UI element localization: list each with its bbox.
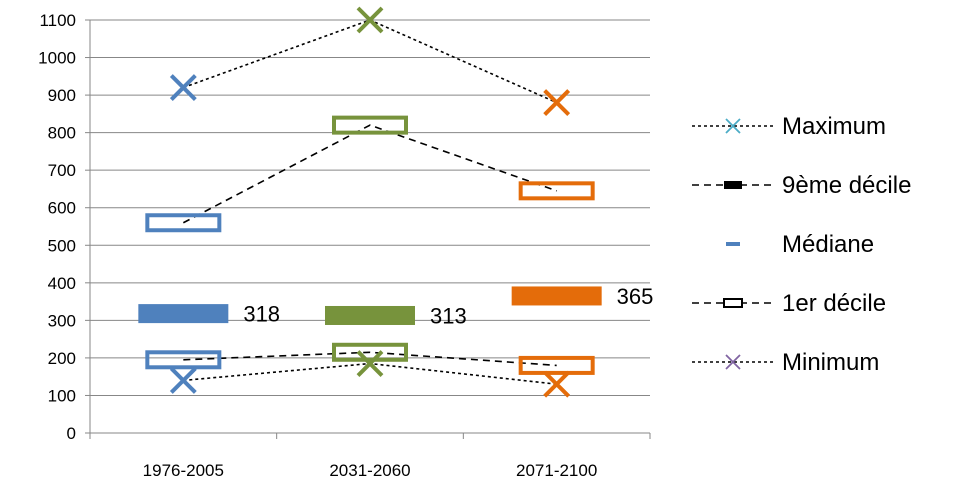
marker-1er-d-cile xyxy=(332,342,408,362)
marker-m-diane xyxy=(511,286,602,306)
y-axis-tick-labels: 0 100 200 300 400 500 600 700 800 900 1000 1100 xyxy=(38,11,76,443)
data-label: 313 xyxy=(430,303,467,328)
x-stroke xyxy=(356,350,384,377)
marker-9-me-d-cile xyxy=(518,181,595,201)
legend-entry: Minimum xyxy=(692,349,879,376)
x-stroke xyxy=(725,354,741,370)
legend-x-icon xyxy=(725,354,741,370)
legend-entry: 9ème décile xyxy=(692,172,911,199)
marker-minimum xyxy=(543,370,571,398)
legend-label: Minimum xyxy=(782,349,879,376)
series-line-1er-d-cile xyxy=(183,351,557,367)
legend-x-icon xyxy=(725,118,741,134)
x-stroke xyxy=(169,367,197,394)
marker-9-me-d-cile xyxy=(332,115,408,135)
marker-maximum xyxy=(356,6,384,34)
marker-minimum xyxy=(169,367,197,394)
data-labels: 318 313 365 xyxy=(243,284,653,329)
y-tick-label: 0 xyxy=(67,424,76,443)
legend-box-icon xyxy=(723,298,743,308)
axes xyxy=(85,19,651,439)
series-line-9-me-d-cile xyxy=(182,124,557,224)
y-tick-label: 100 xyxy=(48,386,76,405)
data-label: 365 xyxy=(617,284,654,309)
y-tick-label: 700 xyxy=(48,161,76,180)
marker-1er-d-cile xyxy=(518,355,595,375)
legend: Maximum 9ème décile Médiane 1er décile Minim… xyxy=(692,113,911,376)
y-tick-label: 900 xyxy=(48,86,76,105)
x-stroke xyxy=(169,74,197,101)
legend-entry: 1er décile xyxy=(692,290,886,317)
y-tick-label: 400 xyxy=(48,274,76,293)
legend-label: Médiane xyxy=(782,231,874,258)
series-line-minimum xyxy=(183,362,557,385)
legend-dash-icon xyxy=(726,242,740,246)
series-lines xyxy=(182,19,557,385)
legend-box-icon xyxy=(724,181,742,189)
x-tick-label: 2071-2100 xyxy=(516,461,597,480)
y-tick-label: 500 xyxy=(48,236,76,255)
y-tick-label: 1000 xyxy=(38,49,76,68)
data-label: 318 xyxy=(243,302,280,327)
series-line-maximum xyxy=(183,19,557,104)
x-tick-label: 2031-2060 xyxy=(329,461,410,480)
marker-1er-d-cile xyxy=(145,350,222,370)
marker-m-diane xyxy=(325,305,415,325)
y-tick-label: 800 xyxy=(48,124,76,143)
legend-entry: Maximum xyxy=(692,113,886,140)
y-tick-label: 200 xyxy=(48,349,76,368)
x-stroke xyxy=(356,6,384,34)
legend-label: 9ème décile xyxy=(782,172,911,199)
marker-9-me-d-cile xyxy=(145,213,222,233)
x-stroke xyxy=(543,89,571,117)
x-tick-label: 1976-2005 xyxy=(143,461,224,480)
marker-minimum xyxy=(356,350,384,377)
legend-entry: Médiane xyxy=(726,231,874,258)
marker-m-diane xyxy=(138,304,229,324)
x-stroke xyxy=(725,118,741,134)
legend-label: 1er décile xyxy=(782,290,886,317)
marker-maximum xyxy=(169,74,197,101)
x-axis-tick-labels: 1976-2005 2031-2060 2071-2100 xyxy=(143,461,598,480)
x-stroke xyxy=(543,370,571,398)
series-markers xyxy=(138,6,602,398)
legend-label: Maximum xyxy=(782,113,886,140)
y-tick-label: 600 xyxy=(48,199,76,218)
marker-maximum xyxy=(543,89,571,117)
y-tick-label: 300 xyxy=(48,311,76,330)
y-tick-label: 1100 xyxy=(39,11,76,30)
